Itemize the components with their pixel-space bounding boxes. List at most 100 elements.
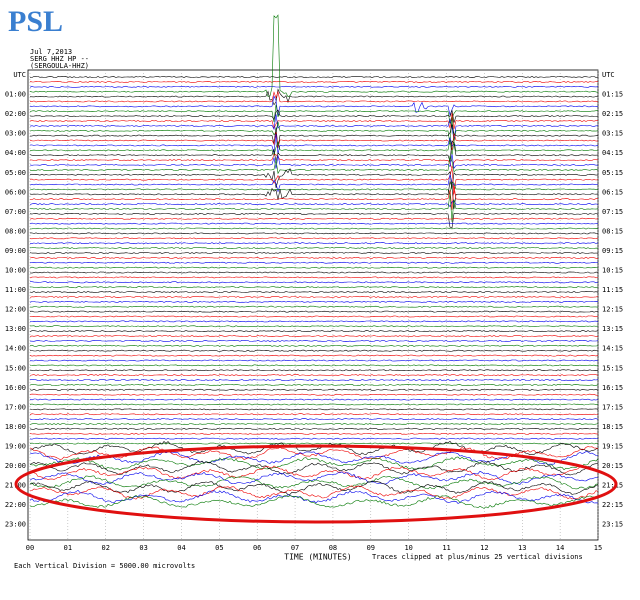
right-time-label: 11:15 xyxy=(602,286,623,294)
seismic-trace xyxy=(29,413,599,416)
left-time-label: 14:00 xyxy=(5,345,26,353)
left-time-label: 05:00 xyxy=(5,169,26,177)
seismic-trace xyxy=(29,185,599,210)
seismic-trace xyxy=(29,310,599,313)
seismic-trace xyxy=(29,423,599,425)
station: SERG HHZ HP -- xyxy=(30,55,89,63)
right-time-label: 21:15 xyxy=(602,482,623,490)
left-time-label: 16:00 xyxy=(5,384,26,392)
seismic-trace xyxy=(29,364,599,367)
seismic-trace xyxy=(29,14,599,98)
seismic-trace xyxy=(29,465,599,481)
x-tick-label: 06 xyxy=(253,544,261,552)
x-tick-label: 12 xyxy=(480,544,488,552)
right-time-label: 10:15 xyxy=(602,267,623,275)
seismic-trace xyxy=(29,85,599,88)
seismic-trace xyxy=(29,369,599,372)
seismic-trace xyxy=(29,460,599,476)
right-time-label: 14:15 xyxy=(602,345,623,353)
seismic-trace xyxy=(29,427,599,430)
left-time-label: 23:00 xyxy=(5,521,26,529)
seismic-trace xyxy=(29,212,599,229)
x-tick-label: 07 xyxy=(291,544,299,552)
seismic-trace xyxy=(29,131,599,151)
right-time-label: 09:15 xyxy=(602,247,623,255)
left-time-label: 09:00 xyxy=(5,247,26,255)
seismic-trace xyxy=(29,383,599,386)
seismic-trace xyxy=(29,266,599,269)
seismic-trace xyxy=(30,232,599,235)
seismic-trace xyxy=(29,180,599,209)
seismic-trace xyxy=(29,344,599,347)
seismic-trace xyxy=(29,354,599,357)
seismic-trace xyxy=(29,140,599,157)
seismic-trace xyxy=(29,398,599,401)
right-time-label: 02:15 xyxy=(602,110,623,118)
left-time-label: 02:00 xyxy=(5,110,26,118)
seismic-trace xyxy=(29,167,599,190)
date: Jul 7,2013 xyxy=(30,48,72,56)
seismic-trace xyxy=(29,90,599,103)
seismic-trace xyxy=(29,114,598,141)
left-time-label: 11:00 xyxy=(5,286,26,294)
seismic-trace xyxy=(29,440,599,456)
seismic-trace xyxy=(29,305,599,308)
seismic-trace xyxy=(29,320,599,323)
seismic-trace xyxy=(29,76,599,78)
seismic-trace xyxy=(29,418,599,421)
right-time-label: 03:15 xyxy=(602,130,623,138)
right-time-label: 12:15 xyxy=(602,306,623,314)
right-time-label: 01:15 xyxy=(602,91,623,99)
seismic-trace xyxy=(29,295,599,298)
seismic-trace xyxy=(29,154,599,170)
left-time-label: 01:00 xyxy=(5,91,26,99)
seismic-trace xyxy=(29,109,599,123)
seismic-trace xyxy=(29,485,599,500)
highlight-ellipse xyxy=(14,444,618,524)
left-time-label: 20:00 xyxy=(5,462,26,470)
right-time-label: 13:15 xyxy=(602,325,623,333)
seismic-trace xyxy=(29,88,599,106)
left-time-label: 08:00 xyxy=(5,227,26,235)
seismic-trace xyxy=(29,133,599,155)
right-time-label: 23:15 xyxy=(602,521,623,529)
seismic-trace xyxy=(29,403,599,406)
station-name: (SERGOULA-HHZ) xyxy=(30,62,89,70)
logo: PSL xyxy=(8,5,63,38)
x-tick-label: 00 xyxy=(26,544,34,552)
seismic-trace xyxy=(29,335,598,337)
seismic-trace xyxy=(29,442,599,445)
x-tick-label: 05 xyxy=(215,544,223,552)
left-time-label: 12:00 xyxy=(5,306,26,314)
x-tick-label: 08 xyxy=(329,544,337,552)
x-tick-label: 11 xyxy=(442,544,450,552)
seismic-trace xyxy=(29,80,599,83)
right-time-label: 06:15 xyxy=(602,188,623,196)
seismic-trace xyxy=(29,252,599,254)
seismic-trace xyxy=(29,276,599,279)
seismic-trace xyxy=(30,124,599,149)
seismic-trace xyxy=(29,112,598,130)
left-time-label: 13:00 xyxy=(5,325,26,333)
seismic-trace xyxy=(29,256,598,259)
left-time-label: 06:00 xyxy=(5,188,26,196)
seismic-trace xyxy=(29,95,599,117)
seismic-trace xyxy=(29,291,599,293)
right-time-label: 08:15 xyxy=(602,227,623,235)
seismic-trace xyxy=(29,237,599,240)
footer-right: Traces clipped at plus/minus 25 vertical… xyxy=(372,553,583,561)
seismic-trace xyxy=(29,480,599,496)
seismic-trace xyxy=(29,222,598,225)
x-tick-label: 13 xyxy=(518,544,526,552)
left-time-label: UTC xyxy=(13,71,26,79)
seismic-trace xyxy=(29,261,599,264)
seismic-trace xyxy=(29,227,599,230)
left-time-label: 19:00 xyxy=(5,442,26,450)
right-time-label: 15:15 xyxy=(602,364,623,372)
seismic-trace xyxy=(29,286,599,289)
seismic-trace xyxy=(29,432,598,435)
x-tick-label: 15 xyxy=(594,544,602,552)
seismic-trace xyxy=(29,408,599,411)
right-time-label: 17:15 xyxy=(602,403,623,411)
